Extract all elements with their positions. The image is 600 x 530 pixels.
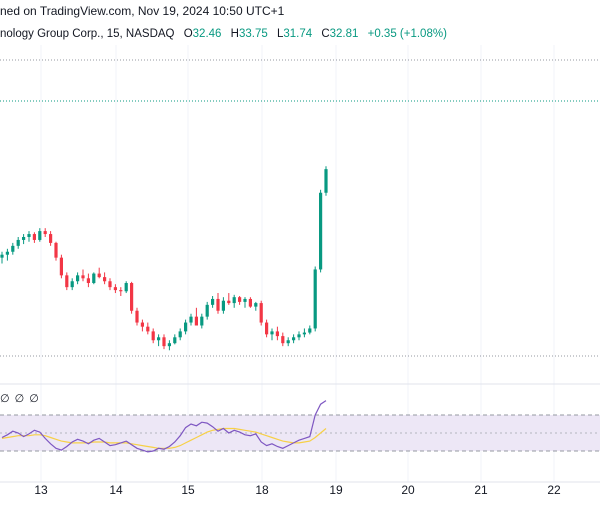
candle-body — [43, 231, 47, 235]
candle-body — [54, 242, 58, 258]
low-label: L — [276, 28, 284, 40]
candle-body — [254, 303, 258, 307]
close-value: 32.81 — [329, 28, 359, 40]
rsi-panel — [1, 400, 327, 453]
candle-body — [259, 303, 263, 323]
open-label: O — [183, 28, 193, 40]
close-label: C — [321, 28, 330, 40]
x-tick-label: 19 — [329, 483, 343, 497]
symbol-title: nology Group Corp., 15, NASDAQ — [0, 28, 175, 40]
candle-body — [184, 322, 188, 332]
candle-body — [167, 343, 171, 347]
candle-body — [32, 234, 36, 240]
candle-body — [173, 337, 177, 344]
candle-body — [38, 231, 42, 240]
symbol-legend: nology Group Corp., 15, NASDAQ O32.46 H3… — [0, 28, 600, 44]
candle-body — [275, 331, 279, 337]
candle-body — [194, 316, 198, 326]
x-tick-label: 15 — [181, 483, 195, 497]
candle-body — [81, 275, 85, 279]
x-tick-label: 22 — [547, 483, 561, 497]
candle-body — [281, 336, 285, 344]
candle-body — [119, 290, 123, 292]
candle-body — [238, 297, 242, 302]
open-value: 32.46 — [192, 28, 222, 40]
candle-body — [216, 298, 220, 311]
candle-body — [221, 300, 225, 311]
x-tick-label: 20 — [401, 483, 415, 497]
high-label: H — [230, 28, 239, 40]
candle-body — [76, 275, 80, 282]
candle-body — [211, 298, 215, 305]
rsi-line — [1, 400, 327, 453]
candle-body — [22, 237, 26, 240]
candlestick-series — [0, 166, 328, 351]
candle-body — [151, 331, 155, 341]
candle-body — [92, 273, 96, 284]
candle-body — [162, 337, 166, 347]
candle-body — [146, 326, 150, 332]
candle-body — [178, 331, 182, 338]
candle-body — [265, 322, 269, 335]
candle-body — [292, 337, 296, 341]
candle-body — [135, 310, 139, 323]
high-value: 33.75 — [238, 28, 268, 40]
candle-body — [157, 337, 161, 341]
candle-body — [227, 300, 231, 304]
candle-body — [140, 322, 144, 327]
candle-body — [16, 239, 20, 246]
x-tick-label: 21 — [474, 483, 488, 497]
grid — [0, 45, 600, 483]
candle-body — [302, 332, 306, 335]
x-tick-label: 18 — [255, 483, 269, 497]
x-tick-label: 13 — [34, 483, 48, 497]
candle-body — [27, 234, 31, 237]
rsi-ma-line — [1, 427, 327, 449]
time-axis: 13 14 15 18 19 20 21 22 — [34, 483, 561, 497]
candle-body — [308, 328, 312, 333]
candle-body — [70, 281, 74, 288]
candle-body — [286, 340, 290, 344]
candle-body — [124, 283, 128, 292]
candle-body — [11, 245, 15, 252]
change-value: +0.35 (+1.08%) — [367, 28, 447, 40]
candle-body — [86, 278, 90, 284]
candle-body — [189, 316, 193, 323]
publish-info: ned on TradingView.com, Nov 19, 2024 10:… — [0, 4, 285, 18]
candle-body — [270, 331, 274, 335]
candle-body — [248, 298, 252, 307]
candle-body — [65, 275, 69, 288]
candle-body — [324, 169, 328, 193]
low-value: 31.74 — [283, 28, 313, 40]
rsi-legend-values: ∅ ∅ ∅ — [0, 393, 40, 405]
candle-body — [108, 281, 112, 288]
candle-body — [313, 269, 317, 329]
candle-body — [103, 277, 107, 282]
candle-body — [5, 251, 9, 255]
candle-body — [319, 192, 323, 270]
candle-body — [200, 316, 204, 326]
rsi-band — [0, 414, 600, 452]
candle-body — [232, 297, 236, 304]
x-tick-label: 14 — [109, 483, 123, 497]
candle-body — [49, 234, 53, 243]
candle-body — [130, 283, 134, 311]
candle-body — [113, 287, 117, 291]
candle-body — [97, 273, 101, 278]
candle-body — [243, 298, 247, 302]
candle-body — [0, 254, 4, 258]
candle-body — [297, 334, 301, 338]
candle-body — [59, 257, 63, 276]
candle-body — [205, 304, 209, 317]
